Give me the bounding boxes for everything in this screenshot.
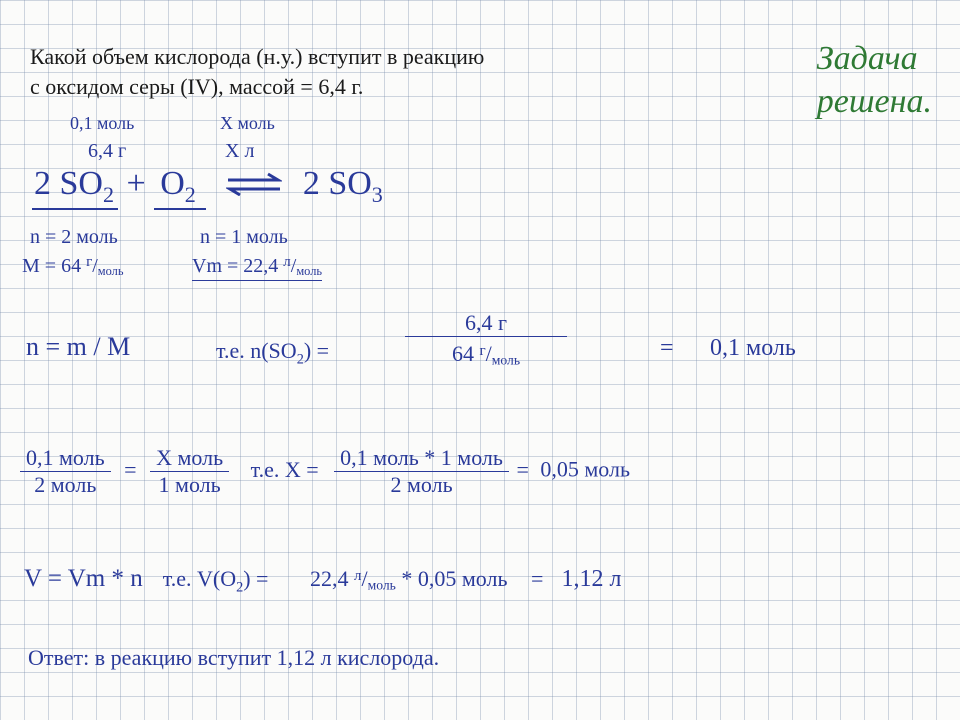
M-so2-d: моль xyxy=(98,264,124,278)
calc3-star: * xyxy=(401,566,418,591)
problem-statement: Какой объем кислорода (н.у.) вступит в р… xyxy=(30,42,484,101)
calc1-mid-c: ) = xyxy=(304,338,329,363)
Vm-a: Vm = 22,4 xyxy=(192,255,283,277)
n-o2-line: n = 1 моль xyxy=(200,226,288,249)
problem-line-2: с оксидом серы (IV), массой = 6,4 г. xyxy=(30,72,484,102)
calc2-row: 0,1 моль 2 моль = Х моль 1 моль т.е. Х =… xyxy=(20,445,630,498)
chemical-equation: 2 SO2 + O2 2 SO3 xyxy=(32,165,383,210)
eq-term-o2-a: O xyxy=(160,165,185,202)
eq-term-o2-sub: 2 xyxy=(185,182,196,207)
n-so2-line: n = 2 моль xyxy=(30,226,118,249)
annot-so2-mass: 6,4 г xyxy=(88,140,126,163)
calc2-eq2: = xyxy=(516,457,528,482)
problem-line-1: Какой объем кислорода (н.у.) вступит в р… xyxy=(30,42,484,72)
calc1-num: 6,4 г xyxy=(405,310,567,336)
calc2-f3-den: 2 моль xyxy=(334,471,509,498)
calc2-eq1: = xyxy=(124,457,136,482)
calc3-eq: = xyxy=(531,566,543,591)
formula-V-eq-Vm-n: V = Vm * n xyxy=(24,565,143,592)
solved-line-2: решена. xyxy=(817,81,932,124)
calc2-f2-num: Х моль xyxy=(150,445,229,471)
calc1-mid-b: 2 xyxy=(297,351,304,367)
calc1-fraction: 6,4 г 64 г/моль xyxy=(405,310,567,368)
calc3-b: 0,05 моль xyxy=(418,566,508,591)
calc2-f3-num: 0,1 моль * 1 моль xyxy=(334,445,509,471)
calc3-result: 1,12 л xyxy=(561,566,621,592)
worksheet-page: Какой объем кислорода (н.у.) вступит в р… xyxy=(0,0,960,720)
annot-so2-mol: 0,1 моль xyxy=(70,113,134,134)
calc1-eq: = xyxy=(660,335,674,362)
calc3-a4: моль xyxy=(368,577,396,592)
calc2-result: 0,05 моль xyxy=(540,457,630,482)
molar-mass-line: M = 64 г/моль xyxy=(22,254,124,279)
calc1-result: 0,1 моль xyxy=(710,335,796,362)
answer-line: Ответ: в реакцию вступит 1,12 л кислород… xyxy=(28,645,439,671)
Vm-d: моль xyxy=(296,264,322,278)
calc3-mid-c: ) = xyxy=(243,566,268,591)
calc2-mid: т.е. Х = xyxy=(251,457,319,482)
calc3-a1: 22,4 xyxy=(310,566,354,591)
calc3-row: V = Vm * n т.е. V(O2) = 22,4 л/моль * 0,… xyxy=(24,565,621,596)
eq-plus: + xyxy=(127,165,155,202)
eq-term-2so3-sub: 3 xyxy=(372,182,383,207)
eq-term-2so2-sub: 2 xyxy=(103,182,114,207)
calc2-f2-den: 1 моль xyxy=(150,471,229,498)
calc2-f1-num: 0,1 моль xyxy=(20,445,111,471)
Vm-b: л xyxy=(283,254,291,270)
calc1-mid: т.е. n(SO2) = xyxy=(216,338,329,368)
calc2-f1-den: 2 моль xyxy=(20,471,111,498)
annot-o2-mol: Х моль xyxy=(220,113,275,134)
solved-banner: Задача решена. xyxy=(817,38,932,123)
calc3-mid-a: т.е. V(O xyxy=(163,566,236,591)
calc1-den: 64 г/моль xyxy=(405,336,567,368)
equilibrium-arrows-icon xyxy=(226,167,282,205)
annot-o2-vol: Х л xyxy=(225,140,254,163)
eq-term-2so3-a: 2 SO xyxy=(303,165,372,202)
molar-volume-line: Vm = 22,4 л/моль xyxy=(192,254,322,281)
M-so2-a: M = 64 xyxy=(22,255,86,277)
eq-term-2so2-a: 2 SO xyxy=(34,165,103,202)
calc1-mid-a: т.е. n(SO xyxy=(216,338,297,363)
formula-n-eq-m-over-M: n = m / M xyxy=(26,332,130,362)
solved-line-1: Задача xyxy=(817,38,932,81)
